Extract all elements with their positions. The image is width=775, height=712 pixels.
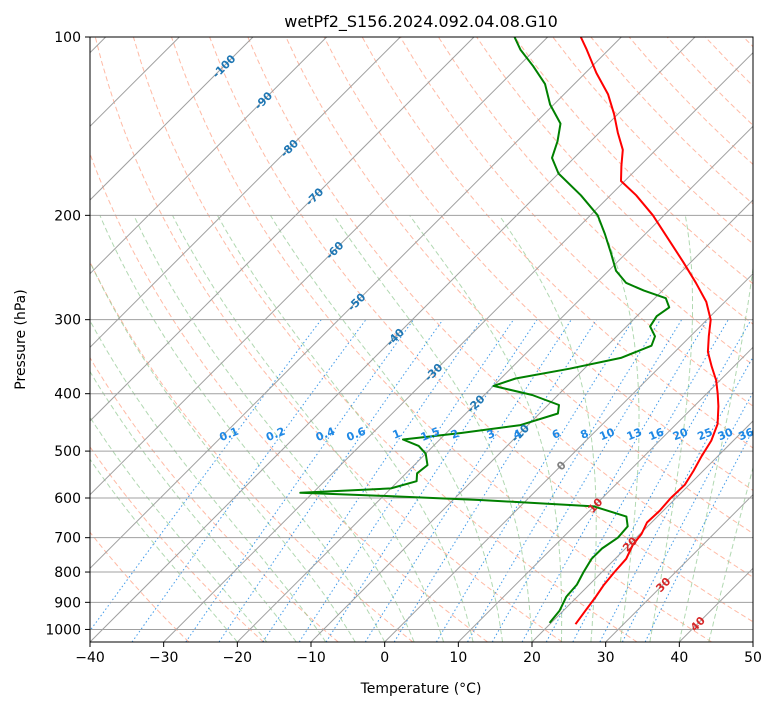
y-tick-label: 1000 (45, 622, 81, 638)
x-tick-label: −20 (223, 650, 253, 666)
y-axis-label: Pressure (hPa) (13, 289, 29, 389)
x-tick-label: −30 (149, 650, 179, 666)
y-tick-label: 900 (54, 595, 81, 611)
x-tick-label: 50 (744, 650, 762, 666)
x-tick-label: 40 (670, 650, 688, 666)
x-tick-label: −10 (296, 650, 326, 666)
x-axis-label: Temperature (°C) (360, 681, 482, 697)
x-tick-label: 30 (597, 650, 615, 666)
y-tick-label: 800 (54, 565, 81, 581)
y-tick-label: 400 (54, 387, 81, 403)
x-tick-label: 20 (523, 650, 541, 666)
x-tick-label: −40 (75, 650, 105, 666)
y-tick-label: 200 (54, 208, 81, 224)
y-tick-label: 700 (54, 531, 81, 547)
y-tick-label: 100 (54, 30, 81, 46)
x-tick-label: 0 (380, 650, 389, 666)
chart-title: wetPf2_S156.2024.092.04.08.G10 (284, 12, 558, 32)
y-tick-label: 500 (54, 444, 81, 460)
x-tick-label: 10 (449, 650, 467, 666)
y-tick-label: 300 (54, 313, 81, 329)
y-tick-label: 600 (54, 491, 81, 507)
